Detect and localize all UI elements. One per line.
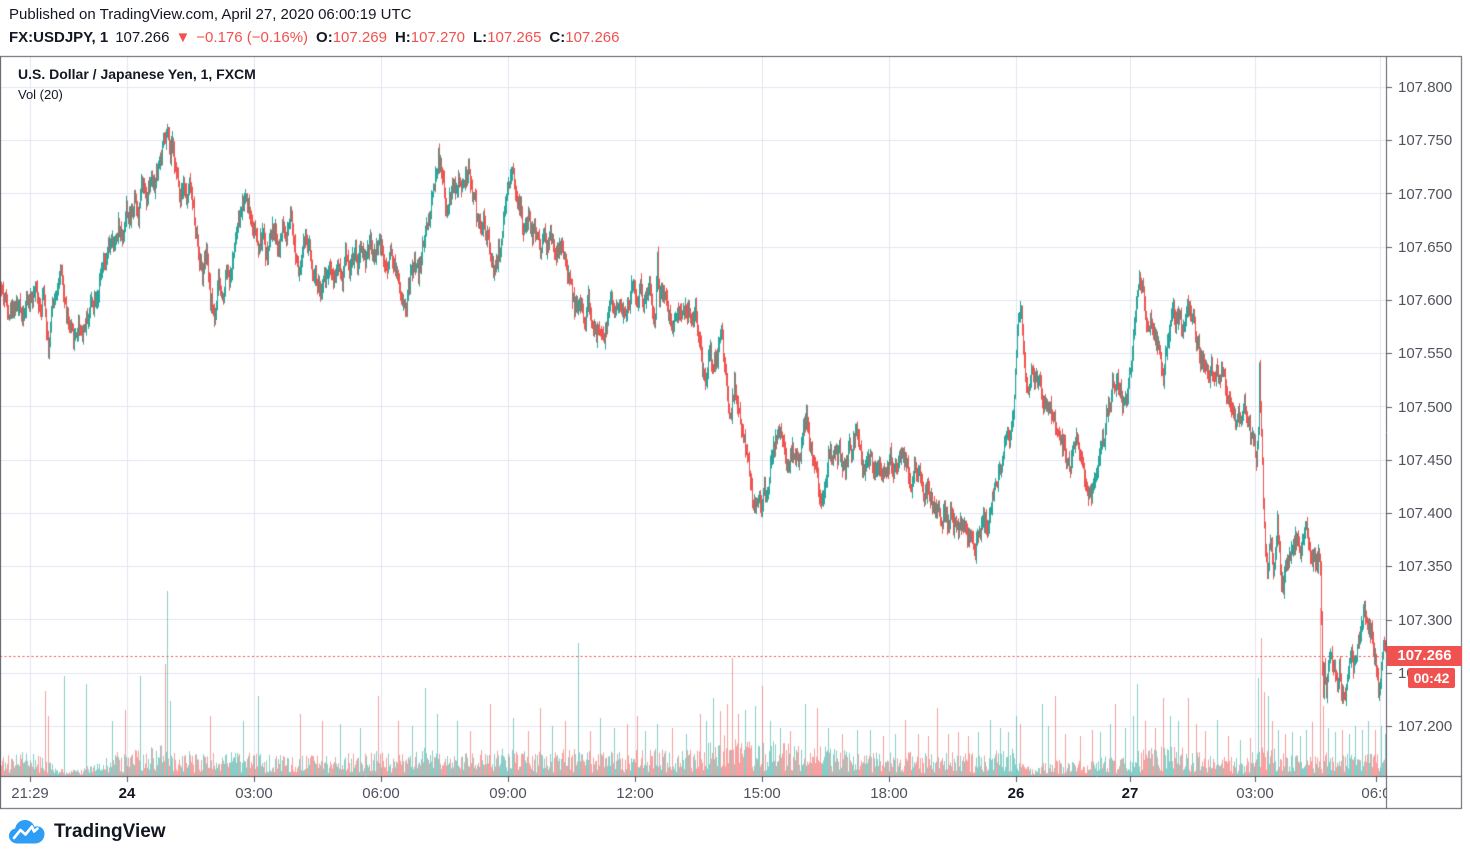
price-axis-label: 107.300 bbox=[1398, 611, 1453, 629]
symbol-name: FX:USDJPY, 1 bbox=[9, 29, 109, 46]
price-axis-label: 107.800 bbox=[1398, 79, 1453, 96]
price-axis-label: 107.450 bbox=[1398, 451, 1453, 469]
ohlc-value: 107.269 bbox=[332, 29, 387, 46]
time-axis-label: 24 bbox=[118, 785, 136, 802]
ohlc-value: 107.270 bbox=[410, 29, 466, 46]
price-axis-label: 107.500 bbox=[1398, 398, 1453, 416]
time-axis-label: 15:00 bbox=[743, 785, 781, 802]
price-axis-label: 107.600 bbox=[1398, 292, 1453, 309]
price-axis-label: 107.700 bbox=[1398, 185, 1453, 203]
time-axis-label: 03:00 bbox=[1236, 785, 1274, 802]
price-axis-label: 107.550 bbox=[1398, 345, 1453, 363]
time-axis-label: 18:00 bbox=[870, 785, 908, 802]
time-axis-label: 26 bbox=[1007, 785, 1025, 802]
time-axis[interactable]: 21:29 24 03:00 06:00 09:00 12:00 15:00 18:00 26 2… bbox=[0, 777, 1387, 809]
time-axis-label: 12:00 bbox=[616, 785, 654, 802]
ohlc-value: 107.266 bbox=[565, 29, 620, 46]
price-axis-label: 107.200 bbox=[1398, 718, 1453, 735]
time-axis-label: 27 bbox=[1121, 785, 1139, 802]
time-axis-label: 21:29 bbox=[11, 785, 49, 802]
time-axis-label: 06:0 bbox=[1361, 785, 1387, 802]
price-axis-label: 107.650 bbox=[1398, 238, 1453, 256]
price-axis-label: 107.350 bbox=[1398, 558, 1453, 576]
time-axis-label: 09:00 bbox=[489, 785, 527, 802]
change-arrow-icon: ▼ bbox=[175, 29, 191, 46]
tradingview-wordmark: TradingView bbox=[54, 821, 166, 842]
current-price-badge: 107.266 bbox=[1387, 646, 1462, 666]
tradingview-cloud-icon bbox=[9, 820, 45, 844]
price-axis-label: 107.400 bbox=[1398, 505, 1453, 522]
time-axis-label: 06:00 bbox=[362, 785, 400, 802]
symbol-status-line: FX:USDJPY, 1 107.266 ▼ −0.176 (−0.16%) O:107… bbox=[9, 29, 619, 46]
price-axis-label: 107.750 bbox=[1398, 132, 1453, 150]
tradingview-logo[interactable]: TradingView bbox=[8, 819, 166, 845]
time-axis-label: 03:00 bbox=[235, 785, 273, 802]
ohlc-label: O: bbox=[316, 29, 333, 46]
ohlc-values: O:107.269 H:107.270 L:107.265 C:107.266 bbox=[308, 29, 619, 46]
change-value: −0.176 (−0.16%) bbox=[196, 29, 309, 46]
ohlc-value: 107.265 bbox=[487, 29, 542, 46]
ohlc-label: H: bbox=[394, 29, 411, 46]
bar-countdown-badge: 00:42 bbox=[1408, 668, 1455, 688]
ohlc-label: C: bbox=[549, 29, 566, 46]
ohlc-label: L: bbox=[473, 29, 488, 46]
last-price: 107.266 bbox=[115, 29, 170, 46]
published-line: Published on TradingView.com, April 27, … bbox=[9, 6, 412, 23]
